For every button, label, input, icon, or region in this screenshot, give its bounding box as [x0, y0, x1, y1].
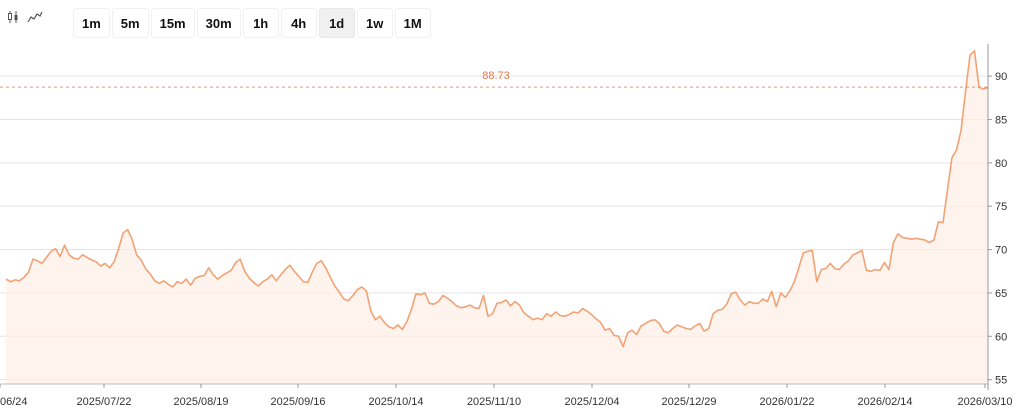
- timeframe-15m-button[interactable]: 15m: [150, 8, 195, 38]
- x-tick-label: 2026/02/14: [857, 396, 912, 408]
- y-tick-label: 75: [995, 201, 1007, 213]
- candlestick-icon[interactable]: [4, 8, 22, 26]
- x-tick-label: 2025/12/29: [661, 396, 716, 408]
- y-tick-label: 65: [995, 288, 1007, 300]
- timeframe-1d-button[interactable]: 1d: [318, 8, 355, 38]
- x-tick-label: 2025/07/22: [76, 396, 131, 408]
- x-tick-label: 2025/11/10: [467, 396, 521, 408]
- timeframe-1mo-button[interactable]: 1M: [394, 8, 431, 38]
- x-tick-label: 2025/12/04: [564, 396, 619, 408]
- y-tick-label: 85: [995, 114, 1007, 126]
- y-tick-label: 55: [995, 375, 1007, 387]
- x-tick-label: 2025/09/16: [270, 396, 325, 408]
- timeframe-1w-button[interactable]: 1w: [356, 8, 393, 38]
- x-tick-label: 2026/01/22: [759, 396, 814, 408]
- y-tick-label: 80: [995, 158, 1007, 170]
- timeframe-5m-button[interactable]: 5m: [111, 8, 149, 38]
- x-tick-label: 2026/03/10: [957, 396, 1012, 408]
- price-line: [5, 50, 989, 348]
- x-axis: 2025/06/24 2025/07/22 2025/08/19 2025/09/16…: [0, 383, 1013, 408]
- y-tick-label: 70: [995, 245, 1007, 257]
- chart-toolbar: 1m 5m 15m 30m 1h 4h 1d 1w 1M: [0, 0, 1024, 44]
- timeframe-1h-button[interactable]: 1h: [242, 8, 279, 38]
- y-tick-label: 90: [995, 71, 1007, 83]
- timeframe-4h-button[interactable]: 4h: [280, 8, 317, 38]
- y-tick-label: 60: [995, 331, 1007, 343]
- current-price-label: 88.73: [482, 70, 510, 82]
- x-tick-label: 2025/10/14: [368, 396, 423, 408]
- line-chart-icon[interactable]: [26, 8, 44, 26]
- timeframe-30m-button[interactable]: 30m: [196, 8, 241, 38]
- x-tick-label: 2025/06/24: [0, 396, 28, 408]
- x-tick-label: 2025/08/19: [173, 396, 228, 408]
- timeframe-1m-button[interactable]: 1m: [73, 8, 110, 38]
- y-axis: 55 60 65 70 75 80 85 90: [987, 44, 1007, 390]
- price-area-fill: [6, 50, 988, 385]
- timeframe-selector: 1m 5m 15m 30m 1h 4h 1d 1w 1M: [73, 8, 431, 38]
